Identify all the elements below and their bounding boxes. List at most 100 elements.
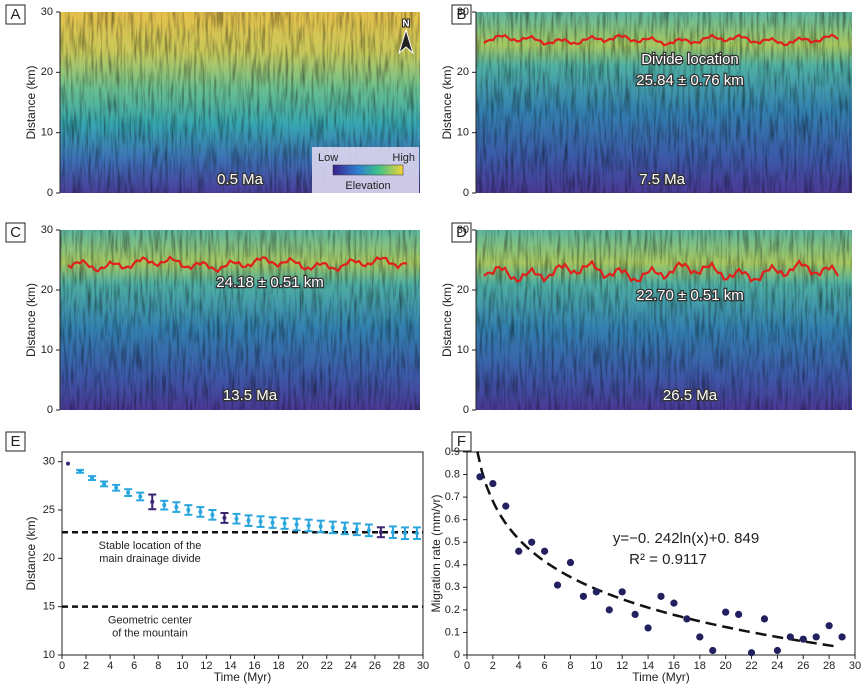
point bbox=[234, 516, 239, 521]
point bbox=[102, 481, 107, 486]
drainage-divide bbox=[67, 255, 408, 274]
y-tick-label: 10 bbox=[41, 344, 53, 356]
point bbox=[605, 606, 613, 614]
panel-letter-box bbox=[5, 222, 26, 243]
point bbox=[799, 635, 807, 643]
x-axis-label: Time (Myr) bbox=[632, 670, 690, 684]
x-tick-label: 14 bbox=[224, 660, 236, 672]
x-tick-label: 30 bbox=[849, 660, 861, 672]
point bbox=[114, 485, 119, 490]
point bbox=[631, 610, 639, 619]
point bbox=[515, 547, 523, 555]
point bbox=[282, 521, 287, 526]
map-texture bbox=[60, 230, 420, 410]
point bbox=[162, 503, 167, 508]
y-tick-label: 30 bbox=[43, 456, 55, 468]
point bbox=[528, 538, 536, 546]
point bbox=[402, 531, 407, 536]
y-tick-label: 0.3 bbox=[445, 581, 460, 593]
point bbox=[838, 633, 846, 641]
point bbox=[747, 649, 756, 657]
north-label: N bbox=[402, 19, 409, 30]
error-point bbox=[412, 526, 421, 540]
plot-frame bbox=[466, 451, 856, 656]
point bbox=[644, 624, 652, 632]
y-axis-label: Distance (km) bbox=[24, 516, 38, 590]
y-tick-label: 0.4 bbox=[445, 559, 460, 571]
drainage-divide bbox=[483, 259, 839, 284]
error-point bbox=[136, 491, 145, 502]
point bbox=[541, 547, 549, 555]
panel-letter-box bbox=[5, 431, 26, 452]
point bbox=[390, 530, 395, 535]
error-point bbox=[112, 483, 121, 492]
x-tick-label: 24 bbox=[345, 660, 357, 672]
error-point bbox=[244, 514, 253, 527]
error-point bbox=[316, 519, 325, 534]
x-tick-label: 0 bbox=[59, 660, 65, 672]
y-tick-label: 30 bbox=[41, 224, 53, 236]
panel-letter: C bbox=[10, 224, 21, 241]
point bbox=[66, 461, 71, 466]
x-tick-label: 8 bbox=[567, 660, 573, 672]
point bbox=[579, 592, 588, 600]
error-point bbox=[88, 475, 97, 482]
y-tick-label: 20 bbox=[41, 66, 53, 78]
point bbox=[138, 494, 143, 499]
panel-letter: F bbox=[457, 433, 466, 450]
panel-letter: A bbox=[10, 6, 20, 23]
point bbox=[174, 505, 179, 510]
point bbox=[502, 502, 510, 510]
y-tick-label: 0.5 bbox=[445, 536, 460, 548]
point bbox=[78, 469, 83, 474]
point bbox=[378, 530, 383, 535]
x-tick-label: 18 bbox=[272, 660, 284, 672]
y-tick-label: 30 bbox=[41, 6, 53, 18]
x-tick-label: 10 bbox=[590, 660, 602, 672]
y-tick-label: 10 bbox=[457, 127, 469, 139]
annotation: 26.5 Ma bbox=[663, 387, 718, 404]
x-tick-label: 2 bbox=[490, 660, 496, 672]
panel-letter-box bbox=[451, 222, 472, 243]
point bbox=[773, 646, 782, 655]
error-point bbox=[196, 506, 205, 518]
error-point bbox=[388, 525, 397, 540]
point bbox=[476, 473, 484, 481]
error-point bbox=[184, 504, 193, 516]
point bbox=[186, 508, 191, 512]
annotation: 25.84 ± 0.76 km bbox=[636, 72, 743, 89]
x-tick-label: 26 bbox=[797, 660, 809, 672]
error-point bbox=[232, 512, 241, 525]
point bbox=[592, 588, 600, 596]
plot-frame bbox=[61, 451, 424, 656]
y-tick-label: 0.9 bbox=[445, 446, 460, 458]
x-tick-label: 20 bbox=[720, 660, 732, 672]
point bbox=[258, 519, 263, 524]
point bbox=[342, 526, 347, 531]
point bbox=[210, 512, 215, 517]
y-tick-label: 0.8 bbox=[445, 468, 460, 480]
y-tick-label: 0 bbox=[463, 404, 469, 416]
point bbox=[825, 622, 833, 630]
y-axis-label: Distance (km) bbox=[440, 283, 454, 357]
point bbox=[553, 581, 562, 589]
point bbox=[150, 499, 155, 504]
point bbox=[306, 523, 311, 528]
error-point bbox=[172, 501, 181, 513]
fit-r2: R² = 0.9117 bbox=[629, 551, 707, 568]
colorbar-low: Low bbox=[318, 152, 338, 164]
error-point bbox=[76, 468, 85, 474]
x-tick-label: 22 bbox=[321, 660, 333, 672]
x-tick-label: 2 bbox=[83, 660, 89, 672]
x-tick-label: 16 bbox=[668, 660, 680, 672]
point bbox=[222, 515, 227, 520]
point bbox=[566, 558, 575, 567]
x-tick-label: 6 bbox=[542, 660, 548, 672]
point bbox=[489, 479, 497, 488]
x-tick-label: 8 bbox=[155, 660, 161, 672]
y-tick-label: 25 bbox=[43, 504, 55, 516]
x-tick-label: 22 bbox=[745, 660, 757, 672]
annotation: 0.5 Ma bbox=[217, 171, 264, 188]
colorbar-high: High bbox=[392, 152, 415, 164]
